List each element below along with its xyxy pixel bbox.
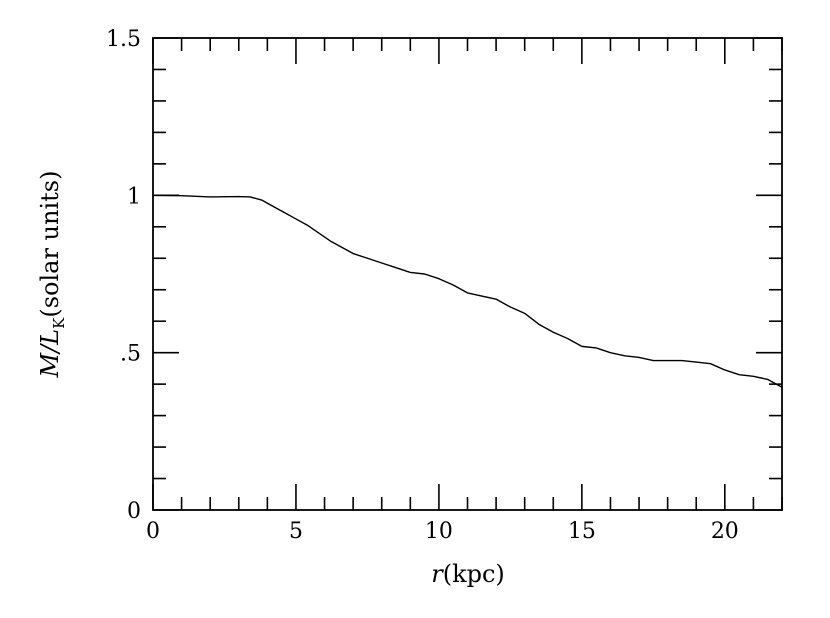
x-axis-label-unit: (kpc) bbox=[443, 560, 505, 588]
series-line bbox=[152, 194, 783, 388]
y-tick-label: 1.5 bbox=[106, 27, 141, 52]
tick-labels: 0 5 10 15 20 0 .5 1 1.5 bbox=[106, 27, 739, 544]
y-tick-label: .5 bbox=[120, 342, 141, 367]
x-tick-label: 20 bbox=[711, 519, 739, 544]
x-axis-label: r(kpc) bbox=[431, 560, 505, 588]
x-tick-label: 5 bbox=[289, 519, 303, 544]
y-axis-label-sub: K bbox=[50, 317, 68, 329]
x-tick-label: 0 bbox=[146, 519, 160, 544]
y-axis-label: M/LK(solar units) bbox=[36, 171, 68, 379]
x-axis-label-var: r bbox=[431, 560, 444, 588]
axis-ticks bbox=[152, 37, 783, 511]
y-axis-label-unit: (solar units) bbox=[36, 171, 64, 318]
x-tick-label: 10 bbox=[425, 519, 453, 544]
x-tick-label: 15 bbox=[568, 519, 596, 544]
y-tick-label: 0 bbox=[127, 499, 141, 524]
y-axis-label-var: M/L bbox=[36, 329, 64, 379]
y-tick-label: 1 bbox=[127, 184, 141, 209]
plot-frame bbox=[152, 37, 783, 511]
